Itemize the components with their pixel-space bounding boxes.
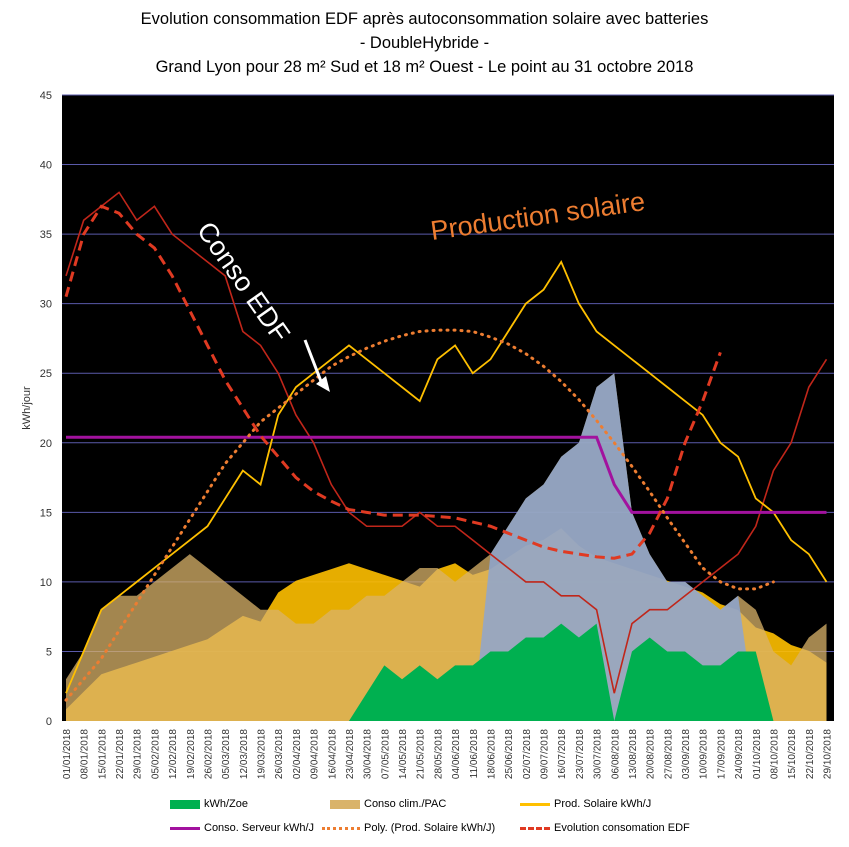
chart-title: Evolution consommation EDF après autocon… (140, 10, 709, 28)
clim-pac-summer-area (66, 373, 827, 721)
server-consumption-line (66, 435, 827, 514)
y-axis: 0 5 10 15 20 25 30 35 40 45 kWh/jour (21, 90, 52, 728)
legend-swatch-solar (520, 802, 550, 806)
y-tick-label: 25 (40, 368, 52, 380)
x-tick-label: 14/05/2018 (398, 729, 409, 779)
x-tick-label: 09/07/2018 (540, 729, 551, 779)
solar-polynomial-trend (64, 328, 775, 702)
x-tick-label: 02/07/2018 (522, 729, 533, 779)
legend-item-poly: Poly. (Prod. Solaire kWh/J) (322, 822, 495, 834)
x-tick-label: 03/09/2018 (681, 729, 692, 779)
arrow-head (316, 376, 330, 392)
edf-evolution-trend (64, 204, 722, 560)
x-tick-label: 12/03/2018 (239, 729, 250, 779)
x-tick-label: 07/05/2018 (380, 729, 391, 779)
x-tick-label: 09/04/2018 (310, 729, 321, 779)
x-tick-label: 13/08/2018 (628, 729, 639, 779)
y-tick-label: 0 (46, 716, 52, 728)
x-axis: 01/01/2018 08/01/2018 15/01/2018 22/01/2018… (62, 729, 834, 779)
y-tick-label: 20 (40, 438, 52, 450)
x-tick-label: 27/08/2018 (663, 729, 674, 779)
legend-label: Conso clim./PAC (364, 798, 447, 810)
legend-item-evolution: Evolution consomation EDF (520, 822, 690, 834)
x-tick-label: 06/08/2018 (610, 729, 621, 779)
conso-edf-line (65, 191, 828, 694)
x-tick-label: 08/10/2018 (769, 729, 780, 779)
x-tick-label: 30/07/2018 (593, 729, 604, 779)
energy-chart: 0 5 10 15 20 25 30 35 40 45 kWh/jour 01/01/2018 08/… (21, 90, 834, 779)
x-tick-label: 12/02/2018 (168, 729, 179, 779)
legend-swatch-poly (322, 826, 360, 830)
chart-subtitle: - DoubleHybride - (359, 34, 490, 52)
legend-label: kWh/Zoe (204, 798, 249, 810)
legend-swatch-evolution (520, 826, 550, 830)
legend-swatch-server (170, 826, 200, 830)
legend-label: Poly. (Prod. Solaire kWh/J) (364, 822, 496, 834)
y-axis-label: kWh/jour (21, 386, 33, 430)
x-tick-label: 28/05/2018 (433, 729, 444, 779)
x-tick-label: 17/09/2018 (716, 729, 727, 779)
legend-label: Prod. Solaire kWh/J (554, 798, 652, 810)
x-tick-label: 29/01/2018 (133, 729, 144, 779)
legend-item-clim: Conso clim./PAC (330, 798, 446, 810)
x-tick-label: 24/09/2018 (734, 729, 745, 779)
x-tick-label: 15/01/2018 (97, 729, 108, 779)
chart-subtitle-location: Grand Lyon pour 28 m² Sud et 18 m² Ouest… (155, 58, 694, 76)
x-tick-label: 01/01/2018 (62, 729, 73, 779)
y-tick-label: 30 (40, 299, 52, 311)
x-tick-label: 21/05/2018 (416, 729, 427, 779)
x-tick-label: 26/03/2018 (274, 729, 285, 779)
x-tick-label: 30/04/2018 (363, 729, 374, 779)
grid-lines (62, 94, 834, 652)
legend-swatch-clim (330, 799, 360, 809)
x-tick-label: 11/06/2018 (469, 729, 480, 779)
x-tick-label: 29/10/2018 (823, 729, 834, 779)
x-tick-label: 04/06/2018 (451, 729, 462, 779)
line-series (64, 191, 828, 702)
y-tick-label: 35 (40, 229, 52, 241)
x-tick-label: 19/03/2018 (257, 729, 268, 779)
legend-swatch-zoe (170, 799, 200, 809)
x-tick-label: 18/06/2018 (486, 729, 497, 779)
x-tick-label: 16/07/2018 (557, 729, 568, 779)
y-tick-label: 15 (40, 507, 52, 519)
legend-label: Evolution consomation EDF (554, 822, 690, 834)
legend-item-server: Conso. Serveur kWh/J (170, 822, 314, 834)
legend-label: Conso. Serveur kWh/J (204, 822, 315, 834)
legend-item-zoe: kWh/Zoe (170, 798, 248, 810)
legend-item-solar: Prod. Solaire kWh/J (520, 798, 651, 810)
x-tick-label: 19/02/2018 (186, 729, 197, 779)
x-tick-label: 01/10/2018 (752, 729, 763, 779)
x-tick-label: 16/04/2018 (327, 729, 338, 779)
x-tick-label: 25/06/2018 (504, 729, 515, 779)
y-tick-label: 5 (46, 646, 52, 658)
area-series (66, 373, 827, 721)
y-tick-label: 45 (40, 90, 52, 102)
x-tick-label: 05/02/2018 (150, 729, 161, 779)
x-tick-label: 23/04/2018 (345, 729, 356, 779)
x-tick-label: 26/02/2018 (203, 729, 214, 779)
y-tick-label: 40 (40, 160, 52, 172)
arrow-line (303, 339, 324, 385)
x-tick-label: 10/09/2018 (699, 729, 710, 779)
x-tick-label: 02/04/2018 (292, 729, 303, 779)
x-tick-label: 20/08/2018 (646, 729, 657, 779)
zoe-area (66, 623, 827, 721)
solar-production-line (65, 260, 828, 694)
x-tick-label: 22/01/2018 (115, 729, 126, 779)
x-tick-label: 05/03/2018 (221, 729, 232, 779)
x-tick-label: 22/10/2018 (805, 729, 816, 779)
y-tick-label: 10 (40, 577, 52, 589)
x-tick-label: 08/01/2018 (80, 729, 91, 779)
x-tick-label: 15/10/2018 (787, 729, 798, 779)
x-tick-label: 23/07/2018 (575, 729, 586, 779)
